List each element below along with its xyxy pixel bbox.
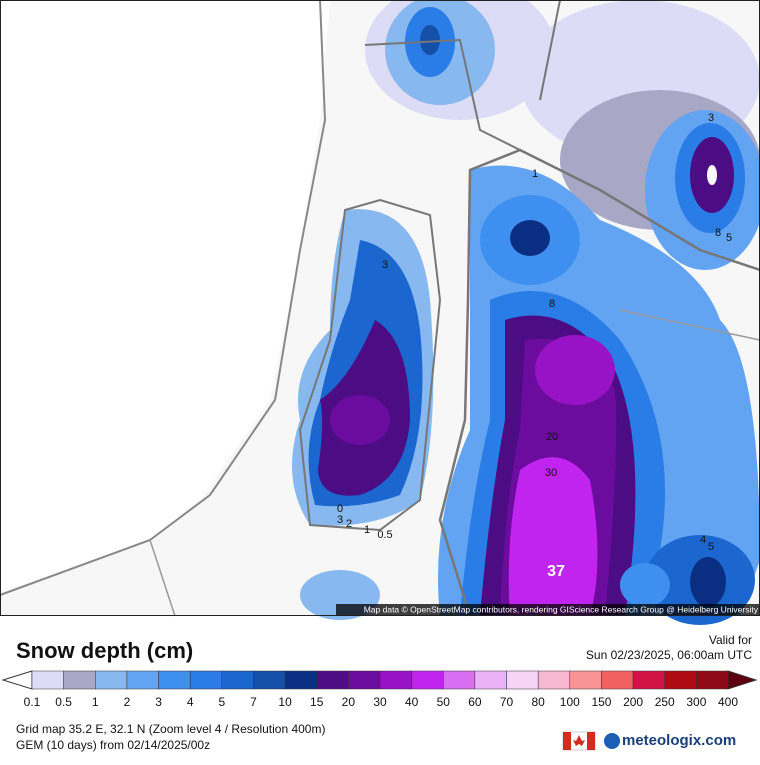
legend-label: 300 bbox=[686, 695, 706, 709]
contour-label: 2 bbox=[346, 518, 352, 530]
contour-label: 1 bbox=[532, 168, 538, 180]
contour-label: 20 bbox=[546, 431, 558, 443]
legend-cell bbox=[189, 670, 223, 690]
legend-cell bbox=[569, 670, 602, 690]
legend-label: 20 bbox=[342, 695, 356, 709]
legend-cell bbox=[601, 670, 634, 690]
legend-cell bbox=[284, 670, 317, 690]
flag bbox=[562, 731, 596, 751]
legend-cell bbox=[632, 670, 665, 690]
legend-cell bbox=[506, 670, 539, 690]
legend-cell bbox=[31, 670, 64, 690]
legend-cell bbox=[158, 670, 191, 690]
legend-label: 0.1 bbox=[24, 695, 41, 709]
legend-label: 7 bbox=[250, 695, 257, 709]
legend-cell bbox=[348, 670, 381, 690]
legend-cell bbox=[63, 670, 96, 690]
legend-label: 3 bbox=[155, 695, 162, 709]
valid-time: Sun 02/23/2025, 06:00am UTC bbox=[586, 648, 752, 662]
legend-label: 30 bbox=[373, 695, 387, 709]
legend-label: 5 bbox=[218, 695, 225, 709]
contour-label: 30 bbox=[545, 467, 557, 479]
contour-label: 1 bbox=[364, 524, 370, 536]
contour-label: 8 bbox=[549, 298, 555, 310]
grid-info: Grid map 35.2 E, 32.1 N (Zoom level 4 / … bbox=[16, 722, 325, 736]
legend-cell bbox=[253, 670, 286, 690]
legend-label: 200 bbox=[623, 695, 643, 709]
legend-cell bbox=[411, 670, 444, 690]
contour-label: 8 bbox=[715, 227, 721, 239]
legend-label: 60 bbox=[468, 695, 482, 709]
legend-label: 150 bbox=[591, 695, 611, 709]
legend-label: 2 bbox=[124, 695, 131, 709]
legend-cell bbox=[696, 670, 729, 690]
title: Snow depth (cm) bbox=[16, 638, 193, 663]
legend-label: 4 bbox=[187, 695, 194, 709]
legend-label: 0.5 bbox=[55, 695, 72, 709]
legend-over bbox=[727, 670, 758, 690]
contour-label: 37 bbox=[547, 563, 565, 580]
legend-label: 50 bbox=[437, 695, 451, 709]
legend-cell bbox=[474, 670, 507, 690]
map: 3 1 3 8 5 8 20 30 37 4 5 0.5 1 2 3 0 Map… bbox=[0, 0, 760, 625]
legend-under bbox=[1, 670, 33, 690]
contour-label: 3 bbox=[382, 259, 388, 271]
legend-label: 70 bbox=[500, 695, 514, 709]
contour-label: 3 bbox=[337, 514, 343, 526]
model-info: GEM (10 days) from 02/14/2025/00z bbox=[16, 738, 210, 752]
valid-label: Valid for bbox=[709, 633, 752, 647]
contour-label: 5 bbox=[726, 232, 732, 244]
legend-cell bbox=[443, 670, 476, 690]
legend-label: 400 bbox=[718, 695, 738, 709]
legend-label: 100 bbox=[560, 695, 580, 709]
legend-cell bbox=[95, 670, 128, 690]
contour-label: 3 bbox=[708, 112, 714, 124]
attribution: Map data © OpenStreetMap contributors, r… bbox=[364, 604, 759, 614]
legend-cell bbox=[126, 670, 159, 690]
legend-cell bbox=[221, 670, 254, 690]
contour-label: 5 bbox=[708, 541, 714, 553]
legend-cell bbox=[379, 670, 412, 690]
logo bbox=[604, 733, 620, 749]
contour-label: 0.5 bbox=[377, 529, 392, 541]
legend-cell bbox=[316, 670, 349, 690]
legend-cell bbox=[537, 670, 571, 690]
contour-label: 0 bbox=[337, 503, 343, 515]
brand: meteologix.com bbox=[622, 732, 736, 749]
contour-label: 4 bbox=[700, 534, 706, 546]
legend-label: 250 bbox=[655, 695, 675, 709]
legend-label: 15 bbox=[310, 695, 324, 709]
legend-label: 40 bbox=[405, 695, 419, 709]
legend-label: 10 bbox=[278, 695, 292, 709]
legend-label: 80 bbox=[532, 695, 546, 709]
legend-cell bbox=[664, 670, 697, 690]
legend-label: 1 bbox=[92, 695, 99, 709]
color-legend: 0.1 0.5 1 2 3 4 5 7 10 15 20 30 40 50 60 70 80 100 150 200 2… bbox=[1, 670, 758, 709]
